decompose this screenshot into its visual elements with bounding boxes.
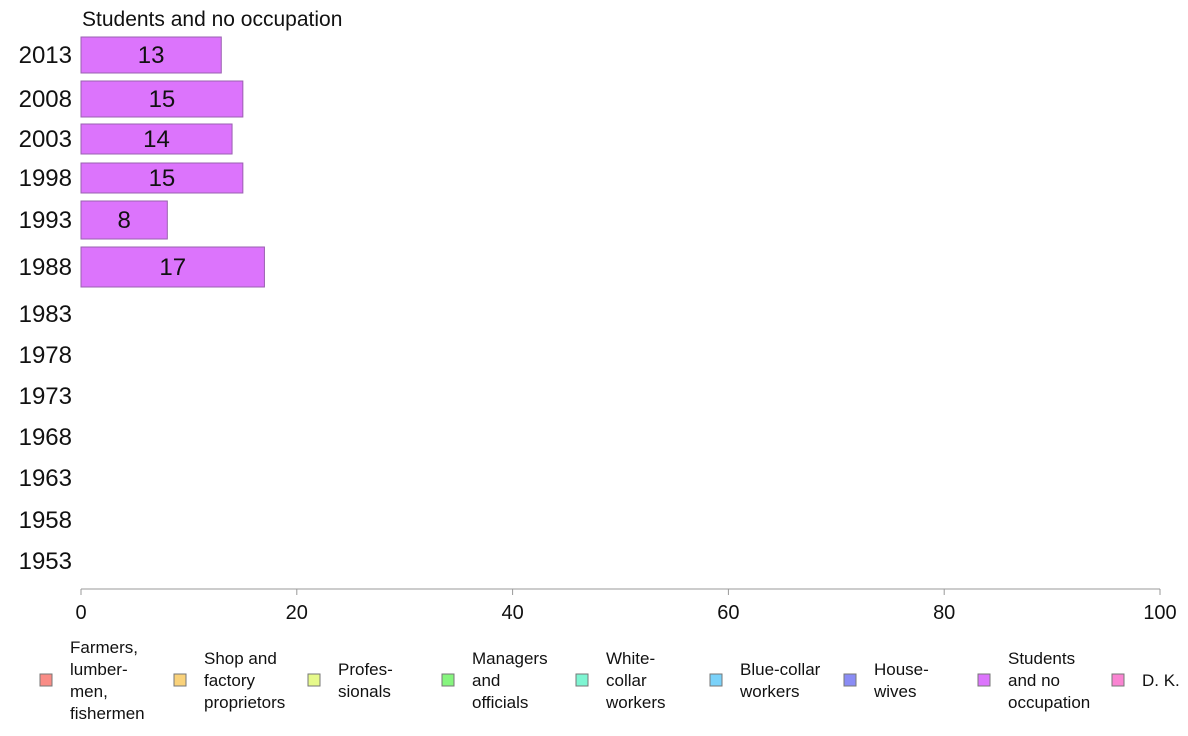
- legend-swatch: [843, 673, 857, 687]
- legend-swatch: [307, 673, 321, 687]
- legend-swatch: [1111, 673, 1125, 687]
- legend-label: Profes-sionals: [338, 660, 393, 701]
- bar: [80, 200, 168, 240]
- legend-swatch: [441, 673, 455, 687]
- legend-swatch: [39, 673, 53, 687]
- year-label: 1958: [19, 507, 72, 534]
- year-label: 2003: [19, 126, 72, 153]
- bar-value-label: 17: [159, 254, 186, 281]
- x-tick-label: 80: [933, 602, 955, 624]
- year-label: 1978: [19, 342, 72, 369]
- year-label: 2013: [19, 42, 72, 69]
- bar-value-label: 13: [138, 42, 165, 69]
- year-label: 1968: [19, 424, 72, 451]
- legend-label: Shop and factory proprietors: [204, 649, 285, 712]
- bar: [80, 123, 233, 155]
- year-label: 2008: [19, 86, 72, 113]
- legend-label: Managers and officials: [472, 649, 548, 712]
- legend-swatch: [575, 673, 589, 687]
- bar: [80, 80, 244, 118]
- x-tick-label: 20: [286, 602, 308, 624]
- x-tick-label: 100: [1143, 602, 1176, 624]
- bars: 13 15 14 15 8 17: [80, 36, 265, 288]
- bar-value-label: 15: [149, 165, 176, 192]
- year-labels: 2013 2008 2003 1998 1993 1988 1983 1978 1973 1968…: [19, 42, 72, 575]
- legend-item: House-wives: [843, 660, 929, 701]
- year-label: 1993: [19, 207, 72, 234]
- bar: [80, 36, 222, 74]
- chart-title: Students and no occupation: [82, 8, 342, 31]
- bar-value-label: 8: [117, 207, 130, 234]
- legend-item: Shop and factory proprietors: [173, 649, 285, 712]
- legend-item: D. K.: [1111, 671, 1180, 690]
- legend-swatch: [977, 673, 991, 687]
- legend-item: Managers and officials: [441, 649, 548, 712]
- legend: Farmers, lumber-men, fishermen Shop and fact…: [39, 638, 1180, 723]
- legend-label: House-wives: [873, 660, 929, 701]
- bar-value-label: 14: [143, 126, 170, 153]
- legend-swatch: [173, 673, 187, 687]
- x-tick-label: 0: [75, 602, 86, 624]
- legend-label: Blue-collar workers: [739, 660, 821, 701]
- bar-value-label: 15: [149, 86, 176, 113]
- legend-label: Farmers, lumber-men, fishermen: [70, 638, 145, 723]
- legend-item: Blue-collar workers: [709, 660, 821, 701]
- legend-item: Students and no occupation: [977, 649, 1090, 712]
- bar: [80, 162, 244, 194]
- x-axis: 0 20 40 60 80 100: [75, 588, 1177, 624]
- year-label: 1963: [19, 465, 72, 492]
- legend-item: Profes-sionals: [307, 660, 393, 701]
- x-tick-label: 40: [501, 602, 523, 624]
- year-label: 1983: [19, 301, 72, 328]
- legend-label: D. K.: [1142, 671, 1180, 690]
- bar: [80, 246, 265, 288]
- year-label: 1998: [19, 165, 72, 192]
- legend-item: White-collar workers: [575, 649, 666, 712]
- year-label: 1953: [19, 548, 72, 575]
- legend-label: White-collar workers: [605, 649, 666, 712]
- year-label: 1988: [19, 254, 72, 281]
- legend-label: Students and no occupation: [1008, 649, 1090, 712]
- legend-item: Farmers, lumber-men, fishermen: [39, 638, 145, 723]
- legend-swatch: [709, 673, 723, 687]
- year-label: 1973: [19, 383, 72, 410]
- x-tick-label: 60: [717, 602, 739, 624]
